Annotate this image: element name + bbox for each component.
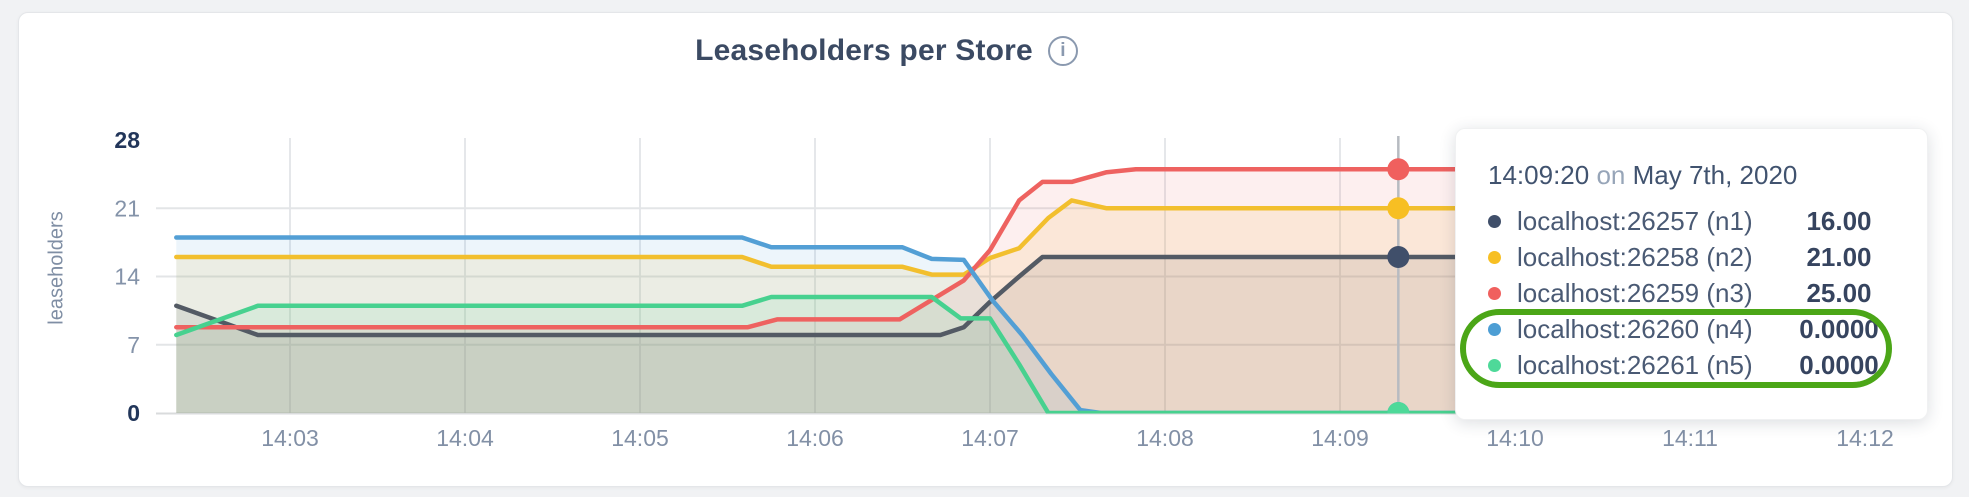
series-fill-n1 xyxy=(176,257,1880,413)
y-tick-label: 28 xyxy=(114,127,140,153)
hover-dot-n5 xyxy=(1387,402,1410,414)
tooltip-series-label: localhost:26259 (n3) xyxy=(1517,277,1753,308)
series-fill-n2 xyxy=(176,200,1880,413)
info-icon[interactable]: i xyxy=(1047,36,1078,66)
tooltip-on: on xyxy=(1596,160,1626,190)
tooltip-date: May 7th, 2020 xyxy=(1632,160,1798,190)
x-tick-label: 14:09 xyxy=(1311,425,1369,451)
series-line-n4 xyxy=(174,235,1882,414)
series-fill-n3 xyxy=(176,169,1880,413)
chart-header: Leaseholders per Store i xyxy=(0,34,1773,68)
hover-dot-n3 xyxy=(1387,158,1410,181)
x-tick-label: 14:03 xyxy=(261,425,319,451)
x-tick-label: 14:12 xyxy=(1836,425,1894,451)
tooltip-time: 14:09:20 xyxy=(1488,160,1590,190)
series-fill-n4 xyxy=(176,237,1880,413)
tooltip-row: localhost:26258 (n2) 21.00 xyxy=(1488,239,1899,275)
series-color-dot xyxy=(1488,250,1501,264)
info-icon-glyph: i xyxy=(1060,40,1066,61)
x-tick-label: 14:06 xyxy=(786,425,844,451)
chart-title: Leaseholders per Store xyxy=(695,34,1033,67)
hover-dot-n1 xyxy=(1387,246,1410,268)
x-tick-label: 14:11 xyxy=(1662,425,1718,451)
tooltip-series-label: localhost:26260 (n4) xyxy=(1517,313,1753,344)
y-tick-label: 7 xyxy=(127,332,140,358)
tooltip-series-label: localhost:26261 (n5) xyxy=(1517,349,1753,380)
series-line-n5 xyxy=(174,294,1882,414)
y-tick-label: 21 xyxy=(114,195,140,221)
x-tick-label: 14:07 xyxy=(961,425,1019,451)
tooltip-series-label: localhost:26258 (n2) xyxy=(1517,241,1753,272)
x-tick-label: 14:05 xyxy=(611,425,669,451)
hover-dots xyxy=(1387,158,1410,414)
tooltip-row: localhost:26257 (n1) 16.00 xyxy=(1488,203,1899,239)
series-line-n1 xyxy=(174,254,1882,338)
y-tick-label: 14 xyxy=(114,264,140,290)
tooltip-series-label: localhost:26257 (n1) xyxy=(1517,205,1753,236)
x-tick-label: 14:08 xyxy=(1136,425,1194,451)
tooltip-series-value: 21.00 xyxy=(1806,241,1872,272)
tooltip-series-value: 16.00 xyxy=(1806,205,1872,236)
zero-values-annotation-circle xyxy=(1460,309,1892,388)
series-lines xyxy=(174,167,1882,414)
tooltip-header: 14:09:20 on May 7th, 2020 xyxy=(1488,159,1899,191)
tooltip-row: localhost:26259 (n3) 25.00 xyxy=(1488,275,1899,311)
tooltip-series-value: 25.00 xyxy=(1806,277,1872,308)
series-color-dot xyxy=(1488,286,1501,300)
x-tick-label: 14:04 xyxy=(436,425,494,451)
y-tick-label: 0 xyxy=(127,400,140,426)
series-line-n3 xyxy=(174,167,1882,330)
hover-dot-n2 xyxy=(1387,197,1410,220)
x-tick-label: 14:10 xyxy=(1486,425,1544,451)
series-color-dot xyxy=(1488,214,1501,228)
y-axis-title: leaseholders xyxy=(45,211,68,325)
